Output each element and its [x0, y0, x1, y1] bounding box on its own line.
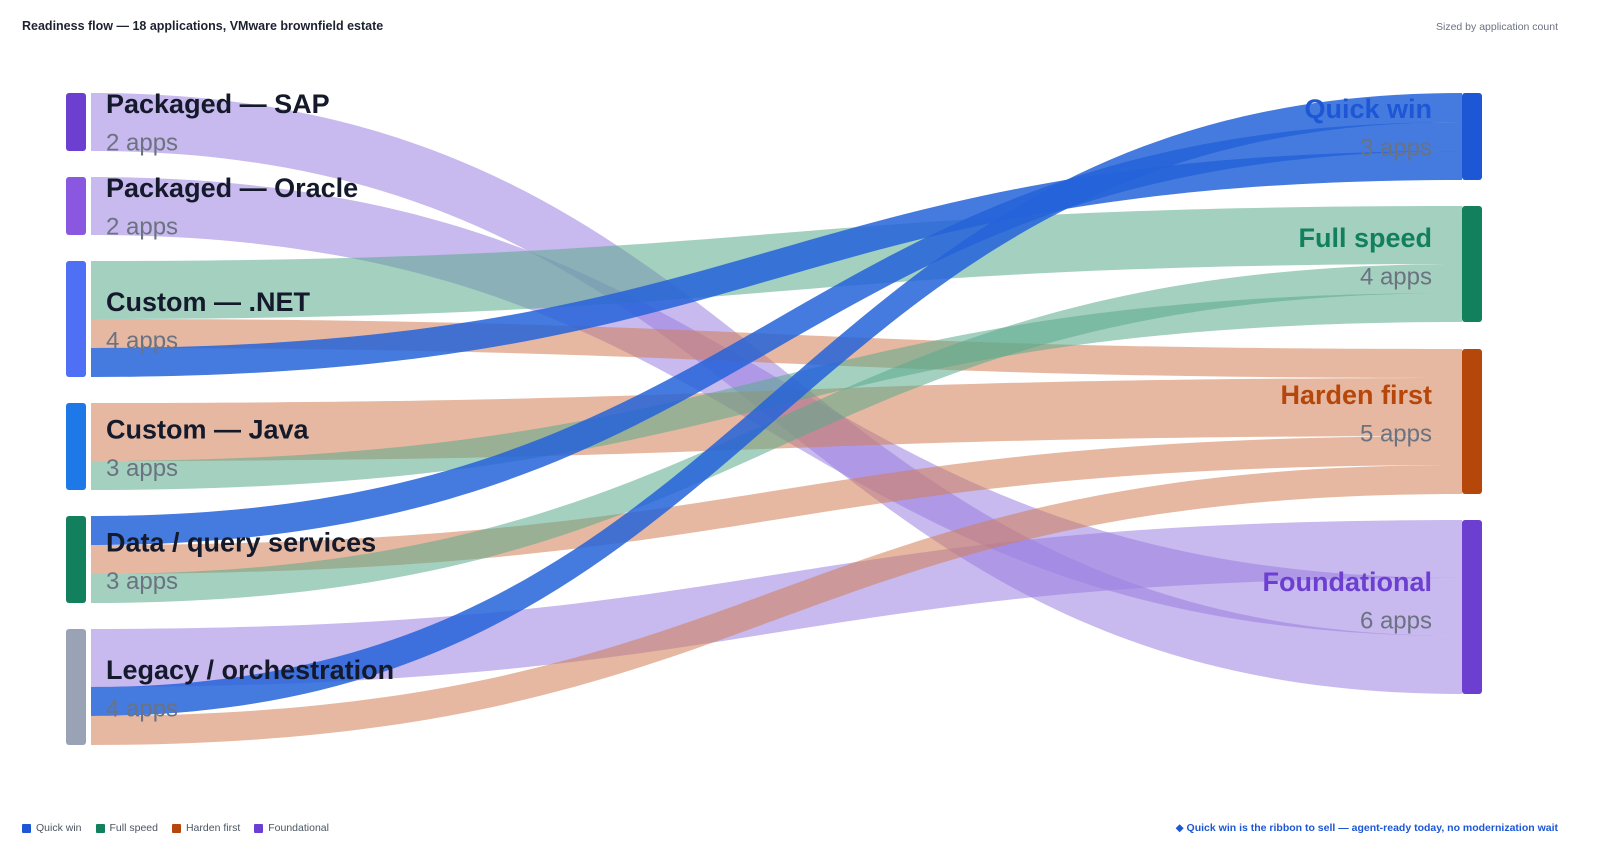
legend-item-foundational: Foundational — [254, 822, 329, 834]
target-node-foundational — [1462, 520, 1482, 694]
source-count: 3 apps — [106, 455, 178, 482]
legend-label: Full speed — [109, 822, 158, 834]
target-node-quick-win — [1462, 93, 1482, 180]
source-node-custom-net — [66, 261, 86, 377]
flow-custom-net-to-quick-win — [91, 151, 1462, 377]
legend-label: Foundational — [268, 822, 329, 834]
legend-item-quick-win: Quick win — [22, 822, 82, 834]
flows-layer — [91, 93, 1462, 745]
nodes-layer — [66, 93, 1482, 745]
target-label: Quick win — [1304, 94, 1432, 124]
flow-data-query-services-to-quick-win — [91, 122, 1462, 545]
chart-title: Readiness flow — 18 applications, VMware… — [22, 19, 384, 33]
legend-swatch — [171, 823, 181, 833]
sizing-note: Sized by application count — [1436, 21, 1558, 33]
target-count: 4 apps — [1360, 263, 1432, 290]
footer-note: ◆ Quick win is the ribbon to sell — agen… — [1175, 822, 1558, 834]
flow-legacy-orchestration-to-harden-first — [91, 465, 1462, 745]
labels-layer: Packaged — SAP 2 apps Packaged — Oracle 2 a… — [106, 89, 1432, 722]
target-count: 3 apps — [1360, 134, 1432, 161]
target-label: Full speed — [1298, 223, 1432, 253]
source-count: 2 apps — [106, 213, 178, 240]
source-count: 4 apps — [106, 327, 178, 354]
legend-label: Harden first — [185, 822, 241, 834]
legend-item-harden-first: Harden first — [171, 822, 241, 834]
target-count: 5 apps — [1360, 420, 1432, 447]
source-label: Packaged — SAP — [106, 89, 330, 119]
flow-data-query-services-to-full-speed — [91, 264, 1462, 603]
source-label: Data / query services — [106, 528, 376, 558]
source-label: Legacy / orchestration — [106, 655, 394, 685]
source-node-custom-java — [66, 403, 86, 490]
legend-swatch — [22, 823, 31, 833]
source-node-packaged-sap — [66, 93, 86, 151]
source-label: Custom — .NET — [106, 287, 311, 317]
source-count: 4 apps — [106, 695, 178, 722]
target-count: 6 apps — [1360, 607, 1432, 634]
legend-swatch — [95, 823, 105, 833]
source-count: 2 apps — [106, 129, 178, 156]
target-label: Foundational — [1263, 567, 1432, 597]
legend-item-full-speed: Full speed — [95, 822, 158, 834]
legend-label: Quick win — [36, 822, 82, 834]
source-label: Packaged — Oracle — [106, 173, 358, 203]
legend: Quick win Full speed Harden first Founda… — [22, 822, 329, 834]
source-label: Custom — Java — [106, 415, 310, 445]
flow-legacy-orchestration-to-quick-win — [91, 93, 1462, 716]
source-count: 3 apps — [106, 568, 178, 595]
target-label: Harden first — [1280, 380, 1432, 410]
source-node-packaged-oracle — [66, 177, 86, 235]
target-node-full-speed — [1462, 206, 1482, 322]
source-node-legacy-orchestration — [66, 629, 86, 745]
flow-data-query-services-to-harden-first — [91, 436, 1462, 574]
target-node-harden-first — [1462, 349, 1482, 494]
legend-swatch — [254, 823, 264, 833]
source-node-data-query-services — [66, 516, 86, 603]
